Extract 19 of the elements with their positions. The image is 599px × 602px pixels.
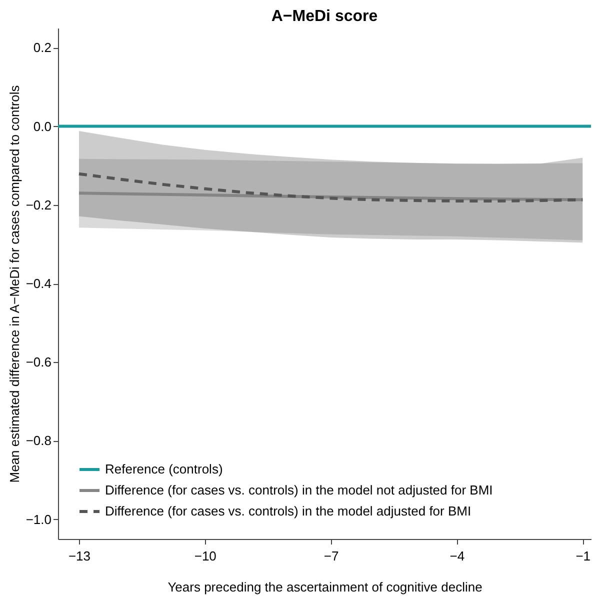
x-tick-label: −7 [324,548,339,564]
line-series [77,172,584,202]
y-tick-label: −0.4 [26,276,52,291]
y-tick-label: −0.2 [26,197,52,212]
y-tick-label: −0.6 [26,354,52,370]
x-tick-label: −1 [576,548,591,564]
y-tick-label: −0.8 [26,433,52,448]
x-tick-label: −10 [194,548,216,564]
legend-label: Difference (for cases vs. controls) in the model not adjusted for BMI [105,482,493,498]
y-tick-label: 0.0 [33,118,52,134]
y-axis-title: Mean estimated difference in A−MeDi for cases compared to controls [6,84,22,483]
chart-title: A−MeDi score [271,8,378,25]
x-tick-label: −4 [450,548,465,564]
x-tick-label: −13 [68,548,91,564]
legend-label: Reference (controls) [105,462,223,476]
y-tick-label: 0.2 [33,40,52,56]
x-axis-title: Years preceding the ascertainment of cognitive decline [168,580,482,594]
legend-label: Difference (for cases vs. controls) in the model adjusted for BMI [105,504,472,518]
y-tick-label: −1.0 [26,512,52,527]
